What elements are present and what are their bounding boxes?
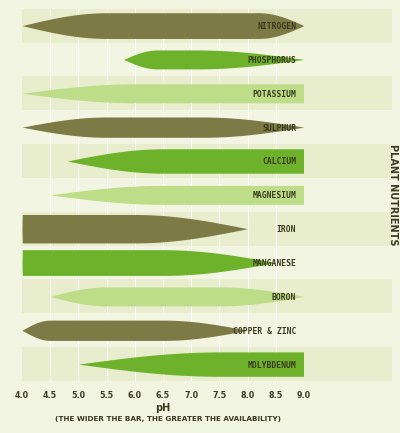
Bar [22, 347, 304, 381]
Bar [304, 42, 392, 76]
Text: PLANT NUTRIENTS: PLANT NUTRIENTS [388, 144, 398, 246]
Bar [304, 313, 392, 347]
Bar [304, 76, 392, 110]
Text: (THE WIDER THE BAR, THE GREATER THE AVAILABILITY): (THE WIDER THE BAR, THE GREATER THE AVAI… [55, 416, 281, 422]
Bar [22, 279, 304, 313]
Bar [22, 212, 304, 246]
Bar [304, 144, 392, 178]
Bar [304, 212, 392, 246]
Bar [22, 42, 304, 76]
Bar [22, 110, 304, 144]
Bar [304, 347, 392, 381]
Bar [304, 246, 392, 279]
Bar [304, 178, 392, 212]
Bar [22, 9, 304, 42]
Bar [22, 76, 304, 110]
Bar [22, 246, 304, 279]
Bar [22, 144, 304, 178]
Bar [304, 110, 392, 144]
X-axis label: pH: pH [155, 403, 170, 413]
Bar [22, 313, 304, 347]
Bar [22, 178, 304, 212]
Bar [304, 279, 392, 313]
Bar [304, 9, 392, 42]
